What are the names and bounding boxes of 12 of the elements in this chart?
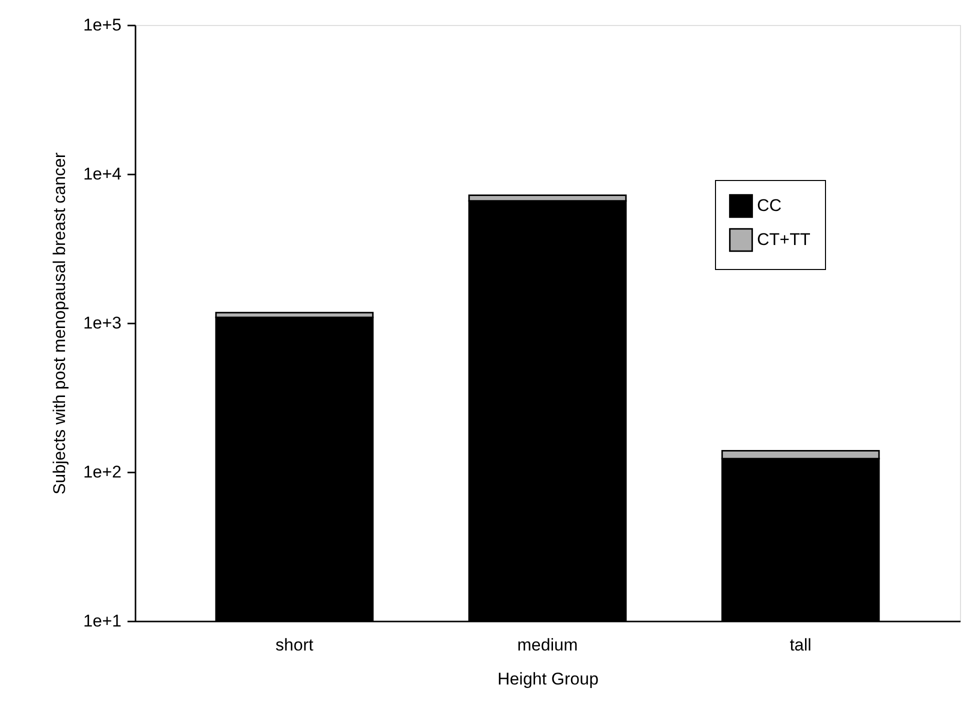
y-tick-label: 1e+4 bbox=[83, 164, 122, 184]
y-tick-label: 1e+1 bbox=[83, 612, 122, 630]
x-tick-label: short bbox=[276, 636, 314, 654]
legend-label: CC bbox=[757, 196, 782, 215]
y-axis-title: Subjects with post menopausal breast cancer bbox=[50, 152, 70, 495]
y-tick-label: 1e+3 bbox=[83, 314, 122, 332]
y-tick-label: 1e+5 bbox=[83, 16, 122, 34]
x-tick-label: tall bbox=[790, 636, 812, 654]
x-axis-title: Height Group bbox=[497, 670, 599, 688]
legend-label: CT+TT bbox=[757, 230, 810, 249]
x-tick-label: medium bbox=[517, 636, 578, 654]
y-tick-label: 1e+2 bbox=[83, 462, 122, 482]
